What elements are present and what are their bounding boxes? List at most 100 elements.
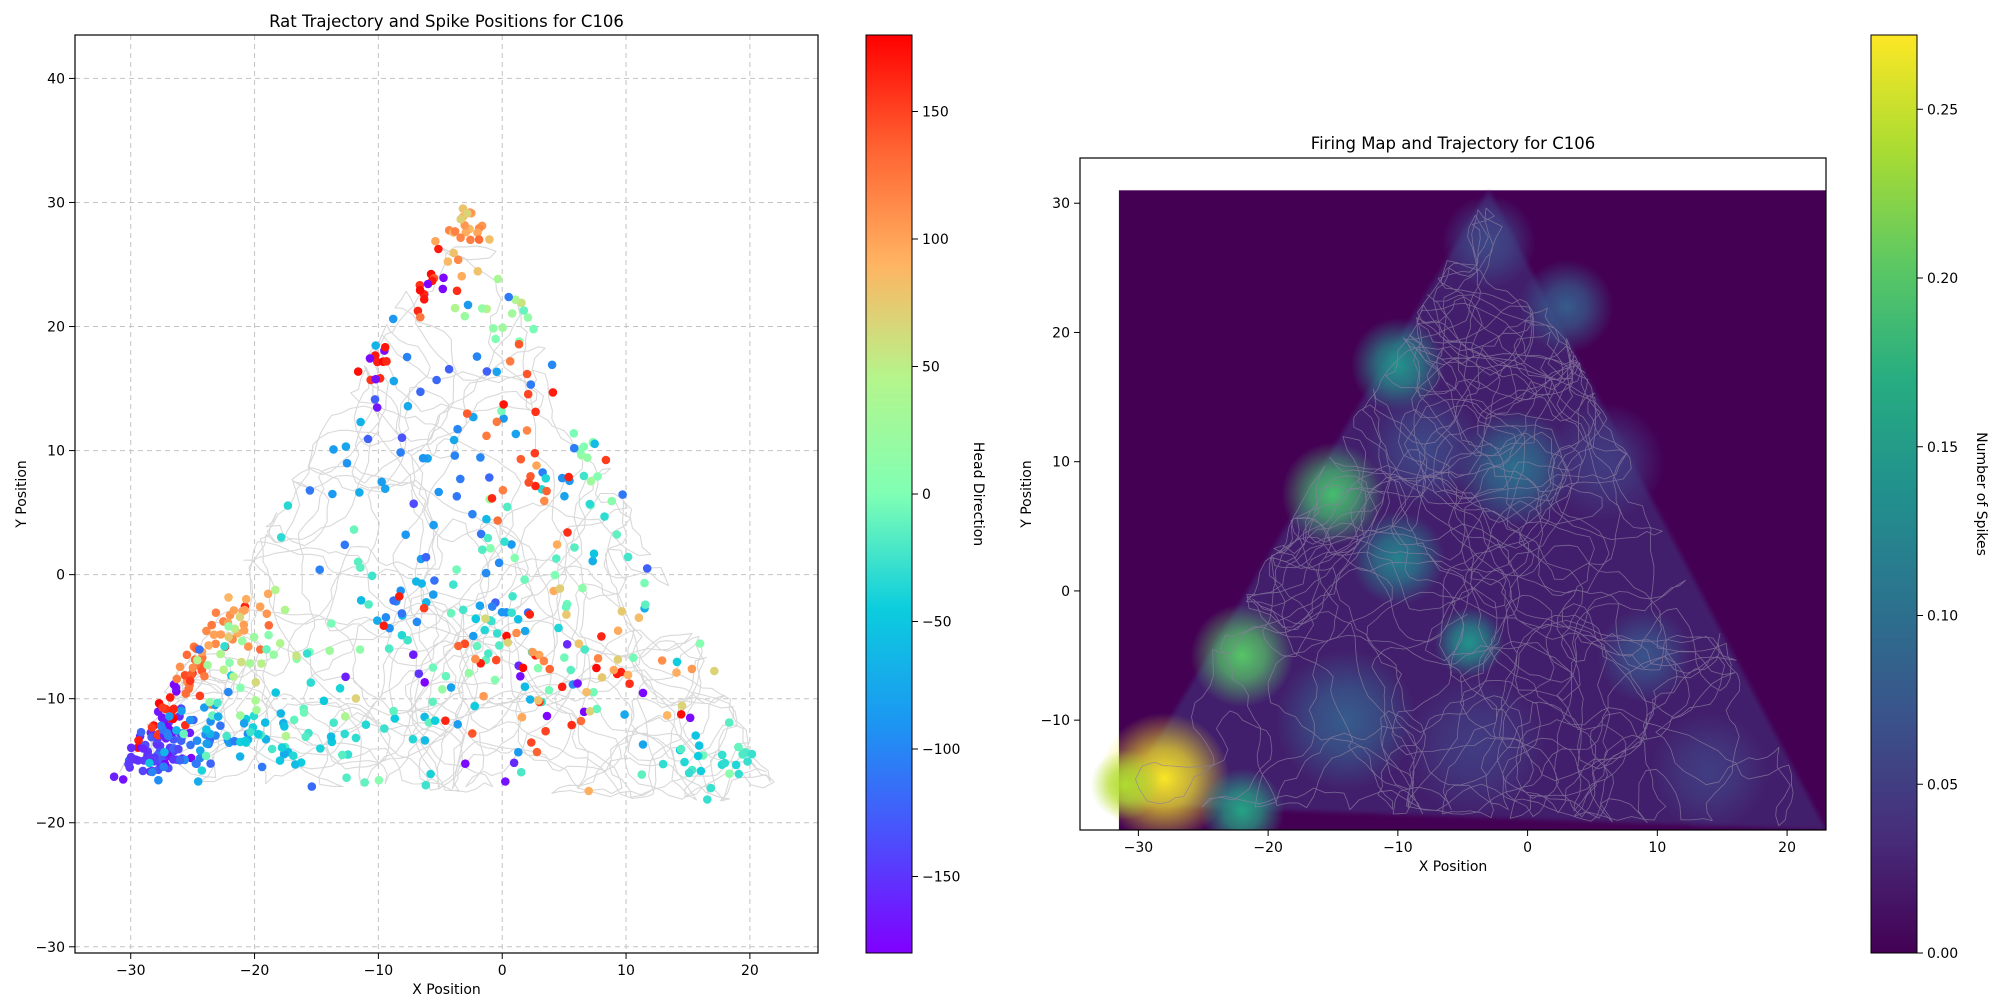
spike-point bbox=[213, 712, 223, 721]
spike-point bbox=[275, 639, 285, 648]
spike-point bbox=[426, 769, 435, 779]
spike-count-tick-label: 0.25 bbox=[1927, 102, 1958, 118]
spike-point bbox=[706, 783, 716, 793]
left-y-tick-label: 0 bbox=[56, 568, 65, 584]
spike-point bbox=[694, 741, 704, 750]
spike-point bbox=[502, 631, 511, 641]
spike-point bbox=[279, 749, 289, 759]
head-direction-tick-label: 100 bbox=[922, 232, 949, 248]
spike-point bbox=[429, 590, 438, 599]
firing-hotspot bbox=[1281, 442, 1385, 546]
spike-point bbox=[531, 407, 540, 417]
spike-point bbox=[421, 780, 431, 790]
right-y-tick-label: 10 bbox=[1052, 455, 1070, 471]
spike-point bbox=[396, 448, 405, 457]
spike-point bbox=[525, 610, 535, 619]
spike-point bbox=[434, 244, 443, 254]
spike-point bbox=[539, 656, 549, 666]
spike-point bbox=[529, 324, 538, 334]
spike-point bbox=[563, 528, 572, 537]
spike-point bbox=[487, 494, 497, 503]
spike-point bbox=[586, 476, 596, 486]
spike-point bbox=[518, 663, 528, 673]
firing-hotspot bbox=[1597, 608, 1692, 703]
spike-point bbox=[257, 659, 266, 668]
right-x-tick-label: −20 bbox=[1253, 840, 1283, 856]
left-y-tick-label: −20 bbox=[35, 816, 65, 832]
spike-point bbox=[525, 695, 535, 704]
spike-point bbox=[351, 694, 361, 703]
spike-point bbox=[397, 630, 407, 640]
spike-point bbox=[235, 752, 245, 761]
spike-point bbox=[618, 490, 627, 499]
spike-point bbox=[206, 759, 215, 768]
spike-point bbox=[734, 742, 743, 752]
spike-point bbox=[570, 543, 579, 552]
spike-point bbox=[109, 772, 119, 781]
spike-point bbox=[454, 641, 463, 651]
left-x-tick-label: 20 bbox=[741, 963, 759, 979]
spike-point bbox=[353, 367, 363, 376]
spike-point bbox=[432, 375, 441, 385]
spike-point bbox=[408, 734, 418, 744]
spike-point bbox=[516, 767, 526, 777]
spike-point bbox=[691, 731, 700, 740]
spike-point bbox=[492, 417, 502, 427]
spike-point bbox=[472, 641, 482, 651]
right-x-tick-label: 10 bbox=[1648, 840, 1666, 856]
head-direction-colorbar-label: Head Direction bbox=[970, 442, 986, 546]
spike-point bbox=[136, 727, 146, 737]
spike-point bbox=[512, 628, 521, 638]
spike-point bbox=[351, 733, 361, 743]
left-chart-title: Rat Trajectory and Spike Positions for C… bbox=[269, 12, 624, 31]
spike-point bbox=[514, 339, 524, 349]
spike-point bbox=[710, 666, 719, 676]
spike-point bbox=[609, 665, 619, 675]
spike-point bbox=[419, 295, 429, 304]
spike-point bbox=[460, 311, 470, 321]
spike-point bbox=[676, 710, 686, 719]
spike-point bbox=[734, 769, 744, 779]
spike-point bbox=[541, 474, 551, 483]
left-y-tick-label: 30 bbox=[47, 195, 65, 211]
spike-point bbox=[216, 649, 225, 659]
spike-point bbox=[193, 655, 202, 665]
right-y-ticks: −10 0 10 20 30 bbox=[1040, 196, 1080, 729]
spike-point bbox=[222, 731, 231, 741]
firing-hotspot bbox=[1275, 650, 1417, 791]
head-direction-tick-label: 50 bbox=[922, 360, 940, 376]
spike-point bbox=[578, 583, 587, 593]
spike-point bbox=[147, 723, 157, 732]
spike-point bbox=[703, 795, 712, 804]
spike-point bbox=[380, 724, 389, 733]
spike-point bbox=[481, 568, 491, 578]
spike-point bbox=[507, 608, 516, 617]
spike-point bbox=[245, 659, 255, 668]
spike-point bbox=[592, 663, 601, 673]
spike-point bbox=[237, 636, 247, 646]
spike-point bbox=[623, 670, 633, 680]
spike-point bbox=[724, 718, 734, 727]
spike-point bbox=[503, 502, 512, 512]
spike-point bbox=[564, 472, 573, 482]
spike-point bbox=[414, 669, 424, 678]
spike-point bbox=[158, 703, 167, 712]
spike-point bbox=[497, 607, 507, 617]
spike-point bbox=[482, 514, 491, 524]
spike-point bbox=[492, 367, 502, 377]
spike-point bbox=[731, 760, 741, 770]
spike-point bbox=[356, 563, 365, 572]
spike-point bbox=[547, 360, 557, 370]
spike-point bbox=[283, 501, 293, 510]
left-y-axis-label: Y Position bbox=[14, 460, 30, 529]
firing-hotspot bbox=[1547, 403, 1664, 521]
spike-point bbox=[466, 235, 475, 245]
spike-scatter-chart: Rat Trajectory and Spike Positions for C… bbox=[14, 12, 819, 998]
spike-point bbox=[554, 623, 563, 633]
spike-point bbox=[482, 367, 492, 376]
spike-point bbox=[450, 227, 460, 236]
spike-point bbox=[395, 592, 404, 601]
spike-point bbox=[363, 434, 373, 444]
spike-point bbox=[325, 646, 335, 655]
